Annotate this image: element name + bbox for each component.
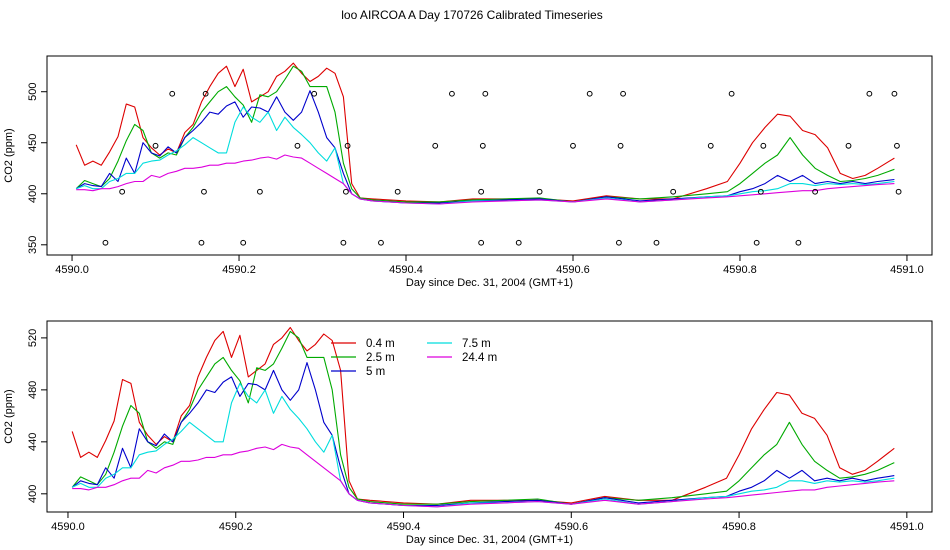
y-tick-label: 400 bbox=[27, 185, 39, 203]
marker-point bbox=[378, 239, 384, 246]
series-line-2-5-mm bbox=[75, 65, 895, 203]
marker-point bbox=[479, 142, 486, 149]
x-tick-label: 4590.6 bbox=[556, 264, 590, 276]
marker-point bbox=[670, 188, 677, 195]
x-tick-label: 4590.8 bbox=[722, 521, 756, 533]
x-tick-label: 4590.4 bbox=[387, 521, 421, 533]
y-tick-label: 440 bbox=[27, 433, 39, 451]
marker-point bbox=[152, 142, 159, 149]
marker-point bbox=[257, 188, 263, 195]
series-group bbox=[75, 62, 895, 205]
marker-point bbox=[894, 142, 900, 149]
marker-point bbox=[482, 90, 489, 97]
marker-point bbox=[757, 188, 764, 195]
marker-point bbox=[394, 188, 401, 195]
marker-point bbox=[728, 90, 735, 97]
marker-point bbox=[866, 90, 873, 97]
top-panel: 4590.0 4590.2 4590.4 4590.6 4590.8 4591.0 350 4… bbox=[3, 55, 933, 289]
series-line-24-4-mm bbox=[76, 154, 895, 205]
marker-point bbox=[432, 142, 439, 149]
y-tick-label: 480 bbox=[27, 381, 39, 399]
marker-point bbox=[198, 239, 205, 246]
marker-point bbox=[344, 142, 351, 149]
x-tick-label: 4590.4 bbox=[389, 264, 423, 276]
y-axis-label: CO2 (ppm) bbox=[3, 389, 15, 443]
legend-label: 5 m bbox=[366, 366, 385, 378]
marker-point bbox=[311, 90, 318, 97]
marker-point bbox=[202, 90, 209, 97]
marker-point bbox=[119, 188, 126, 195]
marker-point bbox=[812, 188, 819, 195]
legend-label: 24.4 m bbox=[462, 352, 497, 364]
x-tick-label: 4590.2 bbox=[222, 264, 256, 276]
marker-point bbox=[707, 142, 714, 149]
y-tick-label: 450 bbox=[27, 134, 39, 152]
x-tick-label: 4590.8 bbox=[723, 264, 757, 276]
y-tick-label: 520 bbox=[27, 329, 39, 347]
x-tick-label: 4591.0 bbox=[890, 264, 924, 276]
x-tick-label: 4590.6 bbox=[554, 521, 588, 533]
legend: 0.4 m 2.5 m 5 m 7.5 m 24.4 m bbox=[331, 338, 497, 378]
marker-point bbox=[895, 188, 902, 195]
marker-point bbox=[478, 239, 485, 246]
legend-label: 2.5 m bbox=[366, 352, 395, 364]
marker-point bbox=[653, 239, 660, 246]
figure-title: loo AIRCOA A Day 170726 Calibrated Times… bbox=[341, 8, 602, 22]
series-line-7-5-mm bbox=[76, 106, 895, 205]
x-tick-label: 4591.0 bbox=[890, 521, 924, 533]
marker-point bbox=[478, 188, 485, 195]
marker-point bbox=[342, 188, 349, 195]
marker-point bbox=[201, 188, 207, 195]
marker-point bbox=[891, 90, 898, 97]
series-line-0-4-mm bbox=[71, 326, 895, 505]
bottom-panel: 4590.0 4590.2 4590.4 4590.6 4590.8 4591.0 400 4… bbox=[3, 320, 933, 546]
marker-point bbox=[620, 90, 626, 97]
series-line-5-mm bbox=[75, 90, 895, 204]
series-line-5-mm bbox=[71, 362, 895, 507]
series-line-2-5-mm bbox=[71, 330, 895, 505]
marker-point bbox=[760, 142, 767, 149]
x-axis-label: Day since Dec. 31, 2004 (GMT+1) bbox=[406, 534, 573, 546]
plot-frame bbox=[46, 320, 933, 513]
x-tick-label: 4590.0 bbox=[51, 521, 85, 533]
x-tick-label: 4590.0 bbox=[55, 264, 89, 276]
series-line-0-4-mm bbox=[75, 62, 895, 203]
marker-point bbox=[240, 239, 247, 246]
marker-point bbox=[515, 239, 522, 246]
legend-label: 0.4 m bbox=[366, 338, 395, 350]
marker-point bbox=[102, 239, 109, 246]
marker-point bbox=[294, 142, 301, 149]
marker-point bbox=[845, 142, 852, 149]
x-tick-label: 4590.2 bbox=[219, 521, 253, 533]
y-tick-label: 500 bbox=[27, 83, 39, 101]
y-tick-label: 400 bbox=[27, 485, 39, 503]
marker-point bbox=[570, 142, 576, 149]
series-line-24-4-mm bbox=[72, 443, 895, 508]
series-group bbox=[71, 326, 895, 508]
marker-point bbox=[340, 239, 347, 246]
marker-point bbox=[753, 239, 760, 246]
marker-point bbox=[617, 142, 624, 149]
y-axis-label: CO2 (ppm) bbox=[3, 128, 15, 182]
marker-point bbox=[616, 239, 622, 246]
y-tick-label: 350 bbox=[27, 236, 39, 254]
x-axis-label: Day since Dec. 31, 2004 (GMT+1) bbox=[406, 277, 573, 289]
marker-point bbox=[536, 188, 543, 195]
marker-point bbox=[449, 90, 455, 97]
marker-point bbox=[586, 90, 593, 97]
marker-point bbox=[169, 90, 176, 97]
plot-frame bbox=[46, 55, 933, 256]
marker-point bbox=[795, 239, 802, 246]
legend-label: 7.5 m bbox=[462, 338, 491, 350]
series-line-7-5-mm bbox=[71, 382, 895, 508]
